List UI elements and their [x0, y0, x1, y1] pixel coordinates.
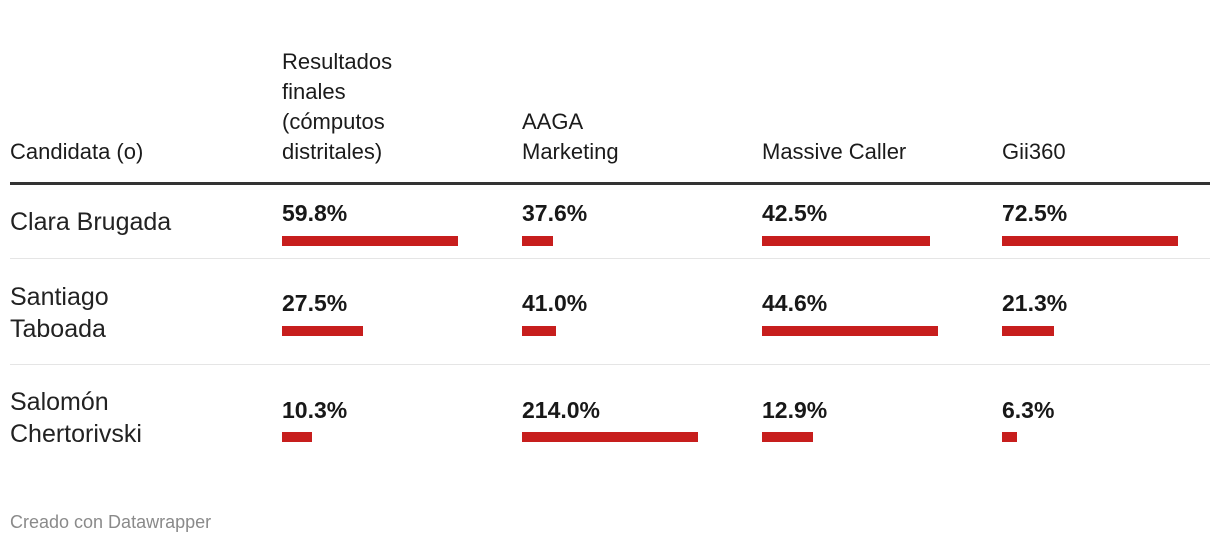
row-divider — [10, 364, 1210, 365]
column-header-candidate: Candidata (o) — [10, 139, 144, 164]
column-header-aaga-marketing: AAGA Marketing — [522, 109, 619, 164]
value-bar-massive-caller — [762, 326, 938, 336]
value-bar-massive-caller — [762, 432, 813, 442]
value-bar-aaga-marketing — [522, 236, 553, 246]
header-divider — [10, 182, 1210, 185]
value-bar-gii360 — [1002, 236, 1178, 246]
value-bar-aaga-marketing — [522, 432, 698, 442]
value-label-massive-caller: 44.6% — [762, 290, 828, 316]
value-label-gii360: 6.3% — [1002, 397, 1055, 423]
value-bar-gii360 — [1002, 432, 1017, 442]
column-header-gii360: Gii360 — [1002, 139, 1066, 164]
value-label-final-results: 27.5% — [282, 290, 348, 316]
value-bar-massive-caller — [762, 236, 930, 246]
value-label-final-results: 10.3% — [282, 397, 348, 423]
value-label-gii360: 21.3% — [1002, 290, 1068, 316]
value-label-massive-caller: 42.5% — [762, 200, 828, 226]
candidate-name: Clara Brugada — [10, 208, 172, 236]
column-header-massive-caller: Massive Caller — [762, 139, 907, 164]
value-bar-gii360 — [1002, 326, 1054, 336]
value-label-aaga-marketing: 214.0% — [522, 397, 601, 423]
value-label-aaga-marketing: 41.0% — [522, 290, 588, 316]
credit-text: Creado con Datawrapper — [10, 512, 212, 532]
value-label-massive-caller: 12.9% — [762, 397, 828, 423]
candidate-name: Salomón Chertorivski — [10, 388, 142, 448]
value-bar-aaga-marketing — [522, 326, 556, 336]
column-header-final-results: Resultados finales (cómputos distritales… — [282, 49, 393, 164]
row-divider — [10, 258, 1210, 259]
value-label-final-results: 59.8% — [282, 200, 348, 226]
value-bar-final-results — [282, 236, 458, 246]
value-bar-final-results — [282, 326, 363, 336]
value-label-aaga-marketing: 37.6% — [522, 200, 588, 226]
candidate-name: Santiago Taboada — [10, 283, 109, 343]
value-label-gii360: 72.5% — [1002, 200, 1068, 226]
value-bar-final-results — [282, 432, 312, 442]
